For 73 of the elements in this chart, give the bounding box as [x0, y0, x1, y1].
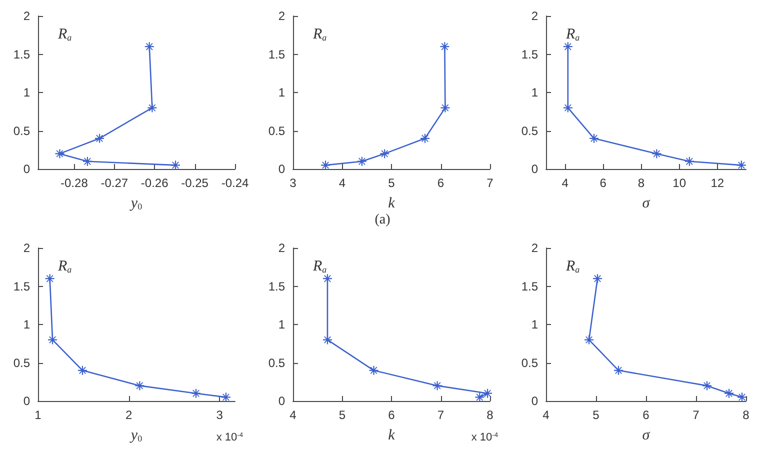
- x-tick-label: 3: [290, 176, 297, 190]
- x-tick-label: 2: [125, 408, 132, 422]
- x-tick-label: 4: [338, 176, 346, 190]
- y-axis-title: Ra: [57, 26, 72, 42]
- y-tick-label: 0: [278, 162, 286, 176]
- x-tick-label: 4: [290, 408, 297, 422]
- y-tick-label: 1.5: [13, 279, 30, 294]
- x-tick-label: 6: [437, 176, 444, 190]
- y-tick-label: 0: [23, 394, 30, 408]
- point: [55, 149, 64, 158]
- x-tick-label: -0.25: [181, 176, 209, 190]
- y-tick-label: 0.5: [268, 124, 286, 138]
- x-axis-title: σ: [642, 428, 650, 444]
- y-tick-label: 1.5: [521, 47, 538, 62]
- point: [369, 366, 378, 375]
- y-tick-label: 2: [23, 9, 30, 23]
- y-axis-title: Ra: [312, 26, 328, 42]
- y-tick-label: 0: [278, 394, 286, 408]
- y-tick-label: 0.5: [521, 124, 538, 138]
- y-tick-label: 2: [278, 241, 286, 255]
- y-tick-label: 2: [531, 241, 538, 255]
- x-tick-label: 10: [672, 176, 686, 190]
- y-tick-label: 0.5: [521, 356, 538, 370]
- y-tick-label: 1: [531, 318, 538, 332]
- x-tick-label: 5: [338, 408, 346, 422]
- x-axis-title: σ: [642, 196, 650, 212]
- x-tick-label: 7: [437, 408, 444, 422]
- x-tick-label: 5: [388, 176, 396, 190]
- x-tick-label: 7: [692, 408, 700, 422]
- y-tick-label: 2: [531, 9, 538, 23]
- x-tick-label: 4: [562, 176, 569, 190]
- y-tick-label: 1.5: [268, 47, 286, 62]
- x-axis-title: y0: [128, 196, 143, 212]
- y-tick-label: 1: [278, 86, 286, 100]
- x-tick-label: 12: [710, 176, 724, 190]
- y-axis-title: Ra: [57, 258, 72, 274]
- x-tick-label: -0.26: [140, 176, 169, 190]
- x-tick-label: 8: [486, 408, 494, 422]
- y-tick-label: 1: [23, 86, 30, 100]
- y-tick-label: 1: [531, 86, 538, 100]
- y-tick-label: 1.5: [268, 279, 286, 294]
- y-axis-title: Ra: [565, 26, 580, 42]
- x-axis-title: k: [388, 428, 396, 444]
- x-axis-title: y0: [128, 428, 143, 444]
- x-tick-label: -0.28: [60, 176, 88, 190]
- x-tick-label: 6: [642, 408, 650, 422]
- text: (a): [374, 212, 391, 228]
- x-tick-label: 3: [216, 408, 224, 422]
- y-tick-label: 1: [278, 318, 286, 332]
- x-tick-label: 4: [542, 408, 550, 422]
- x-tick-label: 7: [486, 176, 494, 190]
- x-tick-label: 1: [34, 408, 42, 422]
- x-tick-label: 8: [742, 408, 750, 422]
- y-tick-label: 0: [531, 394, 538, 408]
- x-tick-label: 6: [388, 408, 396, 422]
- y-tick-label: 2: [278, 9, 286, 23]
- y-axis-title: Ra: [565, 258, 580, 274]
- x-tick-label: -0.27: [100, 176, 128, 190]
- y-tick-label: 0: [531, 162, 538, 176]
- y-axis-title: Ra: [312, 258, 328, 274]
- x-axis-title: k: [388, 196, 396, 212]
- y-tick-label: 0.5: [13, 124, 30, 138]
- x-tick-label: 5: [592, 408, 600, 422]
- x-tick-label: -0.24: [221, 176, 249, 190]
- y-tick-label: 1.5: [521, 279, 538, 294]
- y-tick-label: 1: [23, 318, 30, 332]
- y-tick-label: 0.5: [13, 356, 30, 370]
- x-tick-label: 6: [600, 176, 607, 190]
- y-tick-label: 2: [23, 241, 30, 255]
- x-tick-label: 8: [638, 176, 645, 190]
- y-tick-label: 0: [23, 162, 30, 176]
- y-tick-label: 1.5: [13, 47, 30, 62]
- y-tick-label: 0.5: [268, 356, 286, 370]
